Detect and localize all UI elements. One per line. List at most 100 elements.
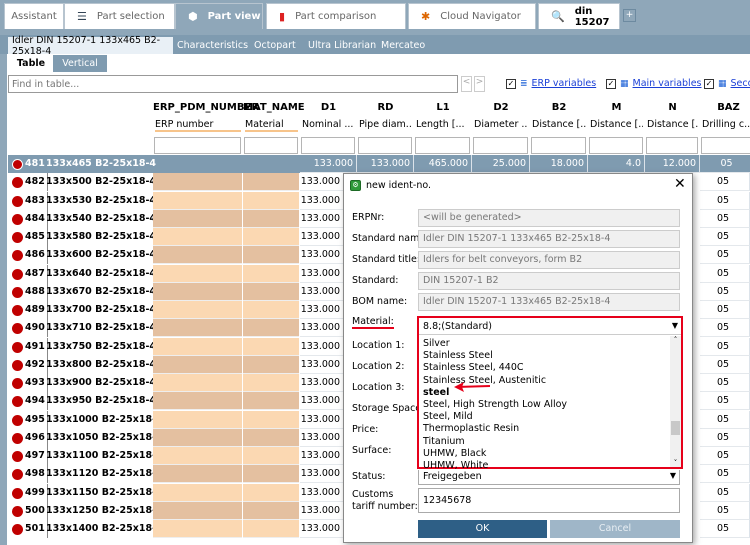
cell-baz[interactable]: 05 bbox=[700, 520, 750, 538]
subtab-0[interactable]: Idler DIN 15207-1 133x465 B2-25x18-4 bbox=[8, 35, 173, 57]
option-1[interactable]: ✓ ▦ Main variables bbox=[606, 78, 702, 89]
status-select[interactable]: Freigegeben ▼ bbox=[418, 470, 680, 485]
cell-baz[interactable]: 05 bbox=[700, 337, 750, 356]
column-header-d1[interactable]: D1 bbox=[320, 102, 337, 113]
tab-part-comparison[interactable]: ▮ Part comparison bbox=[266, 3, 406, 29]
subtab-4[interactable]: Mercateo bbox=[381, 40, 426, 51]
option-label[interactable]: ERP variables bbox=[531, 78, 597, 89]
tab-cloud-navigator[interactable]: ✱ Cloud Navigator bbox=[408, 3, 536, 29]
cell-mat-name[interactable] bbox=[243, 465, 299, 484]
checkbox[interactable]: ✓ bbox=[606, 78, 616, 89]
cell-erp-number[interactable] bbox=[153, 246, 242, 265]
column-header-mat_name[interactable]: MAT_NAME bbox=[243, 102, 305, 113]
column-filter[interactable] bbox=[154, 137, 241, 154]
cell-mat-name[interactable] bbox=[243, 447, 299, 465]
column-filter[interactable] bbox=[301, 137, 355, 154]
cell-erp-number[interactable] bbox=[153, 173, 242, 192]
column-filter[interactable] bbox=[701, 137, 750, 154]
cell-baz[interactable]: 05 bbox=[700, 209, 750, 228]
column-filter[interactable] bbox=[358, 137, 412, 154]
column-header-d2[interactable]: D2 bbox=[493, 102, 509, 113]
cell-erp-number[interactable] bbox=[153, 520, 242, 538]
view-tab-vertical[interactable]: Vertical bbox=[53, 55, 107, 72]
column-filter[interactable] bbox=[531, 137, 586, 154]
cell-d1[interactable]: 133.000 bbox=[300, 155, 357, 173]
material-dropdown[interactable]: 8.8;(Standard) ▼ Silver Stainless Steel St… bbox=[417, 316, 683, 471]
cell-mat-name[interactable] bbox=[243, 282, 299, 301]
field-standard-title-input[interactable]: Idlers for belt conveyors, form B2 bbox=[418, 251, 680, 269]
scroll-up-icon[interactable]: ˄ bbox=[673, 336, 678, 344]
cell-mat-name[interactable] bbox=[243, 228, 299, 246]
cell-m[interactable]: 4.0 bbox=[588, 155, 645, 173]
tab-part-selection[interactable]: ☰ Part selection bbox=[64, 3, 175, 29]
column-filter[interactable] bbox=[589, 137, 643, 154]
cell-erp-number[interactable] bbox=[153, 501, 242, 520]
column-header-n[interactable]: N bbox=[668, 102, 677, 113]
column-filter[interactable] bbox=[415, 137, 470, 154]
cell-erp-number[interactable] bbox=[153, 191, 242, 210]
cell-baz[interactable]: 05 bbox=[700, 374, 750, 392]
option-label[interactable]: Main variables bbox=[632, 78, 702, 89]
cell-mat-name[interactable] bbox=[243, 428, 299, 447]
cell-baz[interactable]: 05 bbox=[700, 228, 750, 246]
cell-mat-name[interactable] bbox=[243, 392, 299, 411]
find-in-table-input[interactable] bbox=[8, 75, 458, 93]
checkbox[interactable]: ✓ bbox=[506, 78, 516, 89]
material-option[interactable]: Stainless Steel, 440C bbox=[423, 362, 524, 374]
cell-mat-name[interactable] bbox=[243, 191, 299, 210]
cell-erp-number[interactable] bbox=[153, 483, 242, 502]
cell-baz[interactable]: 05 bbox=[700, 191, 750, 210]
cell-l1[interactable]: 465.000 bbox=[414, 155, 472, 173]
column-filter[interactable] bbox=[646, 137, 698, 154]
close-icon[interactable]: ✕ bbox=[674, 176, 686, 192]
cell-baz[interactable]: 05 bbox=[700, 173, 750, 192]
prev-button[interactable]: < bbox=[461, 76, 472, 92]
material-select[interactable]: 8.8;(Standard) ▼ bbox=[419, 318, 681, 335]
cell-erp-number[interactable] bbox=[153, 374, 242, 392]
cell-erp-number[interactable] bbox=[153, 447, 242, 465]
cell-baz[interactable]: 05 bbox=[700, 501, 750, 520]
column-filter[interactable] bbox=[473, 137, 528, 154]
cell-baz[interactable]: 05 bbox=[700, 155, 750, 173]
cell-mat-name[interactable] bbox=[243, 374, 299, 392]
cell-mat-name[interactable] bbox=[243, 301, 299, 319]
cell-erp-number[interactable] bbox=[153, 337, 242, 356]
subtab-3[interactable]: Ultra Librarian bbox=[308, 40, 377, 51]
cell-d2[interactable]: 25.000 bbox=[472, 155, 530, 173]
cell-erp-number[interactable] bbox=[153, 209, 242, 228]
tab-part-view[interactable]: ⬢ Part view bbox=[175, 3, 263, 29]
next-button[interactable]: > bbox=[474, 76, 485, 92]
material-option[interactable]: Steel, Mild bbox=[423, 411, 473, 423]
cancel-button[interactable]: Cancel bbox=[550, 520, 680, 538]
cell-erp-number[interactable] bbox=[153, 410, 242, 429]
cell-erp-number[interactable] bbox=[153, 301, 242, 319]
tab-din-15207[interactable]: 🔍 din 15207 bbox=[538, 3, 620, 29]
material-option[interactable]: steel bbox=[423, 386, 450, 398]
material-option[interactable]: UHMW, White bbox=[423, 460, 489, 471]
tab-assistant[interactable]: Assistant bbox=[4, 3, 64, 29]
cell-baz[interactable]: 05 bbox=[700, 355, 750, 374]
cell-baz[interactable]: 05 bbox=[700, 301, 750, 319]
field-bom-name-input[interactable]: Idler DIN 15207-1 133x465 B2-25x18-4 bbox=[418, 293, 680, 311]
cell-baz[interactable]: 05 bbox=[700, 465, 750, 484]
cell-rd[interactable]: 133.000 bbox=[357, 155, 414, 173]
scroll-thumb[interactable] bbox=[671, 421, 680, 435]
material-option[interactable]: Thermoplastic Resin bbox=[423, 423, 520, 435]
field-erpnr-input[interactable]: <will be generated> bbox=[418, 209, 680, 227]
material-option[interactable]: Titanium bbox=[423, 435, 465, 447]
cell-mat-name[interactable] bbox=[243, 337, 299, 356]
column-header-b2[interactable]: B2 bbox=[551, 102, 567, 113]
cell-erp-number[interactable] bbox=[153, 319, 242, 338]
cell-baz[interactable]: 05 bbox=[700, 282, 750, 301]
cell-b2[interactable]: 18.000 bbox=[530, 155, 588, 173]
subtab-1[interactable]: Characteristics bbox=[177, 40, 249, 51]
cell-erp-number[interactable] bbox=[153, 392, 242, 411]
material-option[interactable]: Stainless Steel bbox=[423, 350, 493, 362]
checkbox[interactable]: ✓ bbox=[704, 78, 714, 89]
material-option[interactable]: Stainless Steel, Austenitic bbox=[423, 374, 547, 386]
column-header-baz[interactable]: BAZ bbox=[717, 102, 740, 113]
view-tab-table[interactable]: Table bbox=[16, 58, 46, 69]
cell-n[interactable]: 12.000 bbox=[645, 155, 700, 173]
column-filter[interactable] bbox=[244, 137, 298, 154]
column-header-l1[interactable]: L1 bbox=[436, 102, 450, 113]
